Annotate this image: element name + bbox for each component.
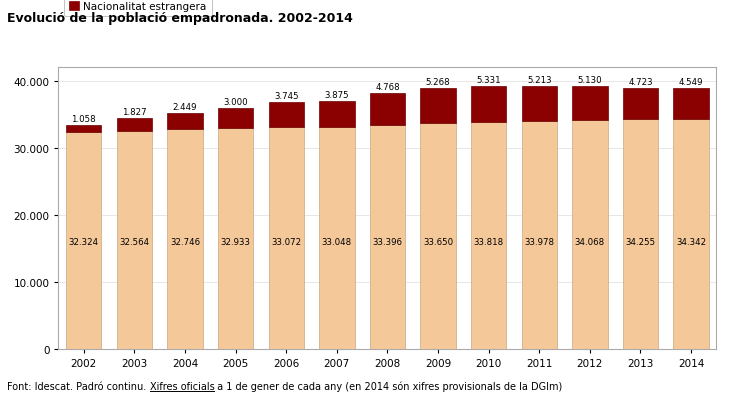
Text: 33.818: 33.818 [474, 237, 504, 247]
Text: 34.342: 34.342 [676, 237, 706, 247]
Text: 33.650: 33.650 [423, 237, 453, 247]
Bar [673, 89, 709, 119]
Bar [117, 131, 152, 349]
Bar [66, 126, 102, 133]
Bar [218, 109, 254, 129]
Text: 32.933: 32.933 [221, 237, 251, 247]
Text: 4.723: 4.723 [628, 77, 653, 86]
Legend: Nacionalitat espanyola, Nacionalitat estrangera: Nacionalitat espanyola, Nacionalitat est… [64, 0, 212, 17]
Text: a 1 de gener de cada any (en 2014 són xifres provisionals de la DGIm): a 1 de gener de cada any (en 2014 són xi… [214, 381, 563, 391]
Bar [319, 102, 355, 128]
Text: 3.745: 3.745 [274, 92, 298, 101]
Text: 2.449: 2.449 [173, 103, 197, 111]
Text: 3.000: 3.000 [223, 98, 248, 107]
Bar [623, 88, 658, 120]
Text: 33.072: 33.072 [271, 237, 301, 247]
Text: 33.396: 33.396 [372, 237, 403, 247]
Bar [117, 119, 152, 131]
Text: 32.746: 32.746 [170, 237, 200, 247]
Text: 1.827: 1.827 [122, 108, 147, 117]
Text: 3.875: 3.875 [325, 91, 349, 100]
Text: 1.058: 1.058 [72, 115, 96, 124]
Bar [319, 128, 355, 349]
Bar [673, 119, 709, 349]
Text: 4.768: 4.768 [375, 83, 400, 92]
Text: 5.213: 5.213 [527, 76, 552, 85]
Text: Evolució de la població empadronada. 2002-2014: Evolució de la població empadronada. 200… [7, 12, 353, 25]
Text: 32.324: 32.324 [69, 237, 99, 247]
Bar [572, 121, 607, 349]
Bar [623, 120, 658, 349]
Bar [471, 123, 507, 349]
Bar [66, 133, 102, 349]
Text: Xifres oficials: Xifres oficials [150, 381, 214, 391]
Text: 33.048: 33.048 [322, 237, 352, 247]
Bar [268, 128, 304, 349]
Text: 34.068: 34.068 [575, 237, 605, 247]
Bar [370, 126, 405, 349]
Text: 34.255: 34.255 [626, 237, 656, 247]
Bar [167, 113, 202, 130]
Text: Font: Idescat. Padró continu.: Font: Idescat. Padró continu. [7, 381, 150, 391]
Bar [572, 87, 607, 121]
Text: 32.564: 32.564 [119, 237, 149, 247]
Text: 5.130: 5.130 [577, 76, 602, 85]
Bar [167, 130, 202, 349]
Bar [218, 129, 254, 349]
Bar [370, 94, 405, 126]
Bar [521, 122, 557, 349]
Bar [268, 103, 304, 128]
Bar [521, 87, 557, 122]
Bar [420, 124, 455, 349]
Bar [471, 87, 507, 123]
Text: 5.331: 5.331 [477, 76, 501, 85]
Text: 33.978: 33.978 [524, 237, 554, 247]
Text: 5.268: 5.268 [425, 78, 450, 87]
Bar [420, 89, 455, 124]
Text: 4.549: 4.549 [679, 78, 703, 87]
